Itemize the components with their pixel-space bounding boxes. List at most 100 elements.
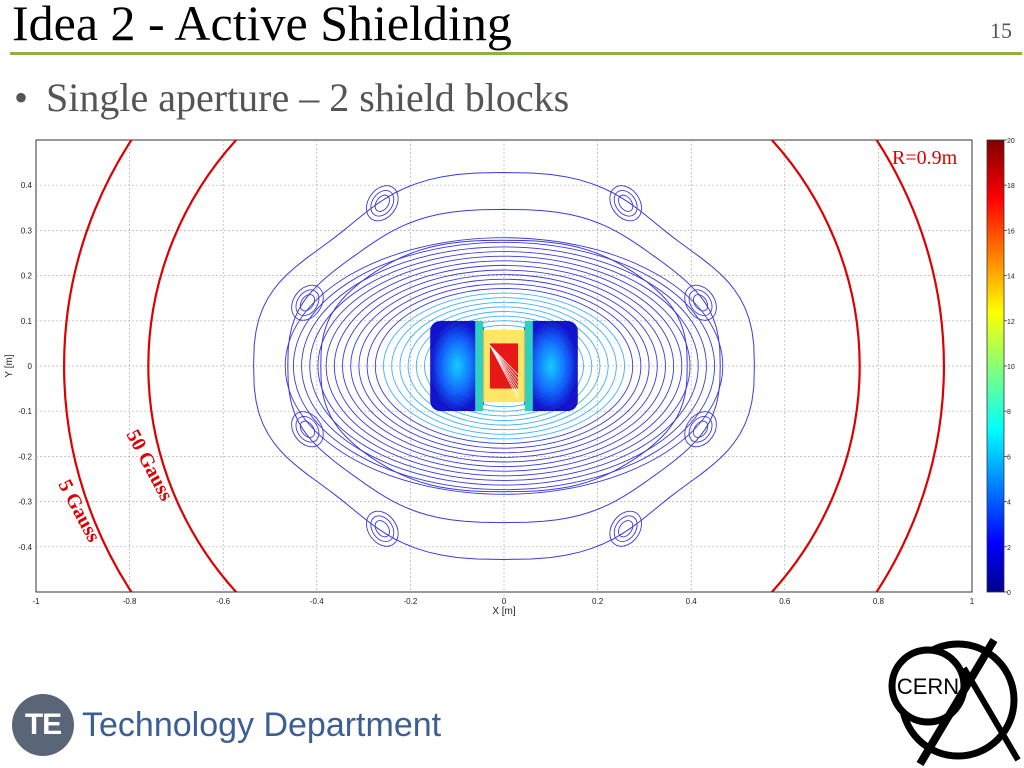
x-tick-label: 0.8 bbox=[873, 597, 885, 606]
contour-lobe bbox=[609, 185, 642, 222]
contour-lobe bbox=[295, 416, 320, 443]
contour-lobe bbox=[291, 411, 324, 448]
contour-line bbox=[333, 264, 675, 468]
aperture-field-line bbox=[489, 345, 519, 383]
y-tick-label: 0.1 bbox=[21, 317, 33, 326]
y-tick-label: -0.1 bbox=[18, 407, 32, 416]
colorbar-tick-label: 4 bbox=[1007, 500, 1011, 507]
aperture-field-line bbox=[489, 345, 519, 379]
contour-lobe bbox=[370, 515, 395, 542]
bullet-dot: • bbox=[14, 75, 29, 120]
x-tick-label: 0.4 bbox=[686, 597, 698, 606]
annotation-radius: R=0.9m bbox=[892, 147, 958, 169]
contour-lobe bbox=[370, 190, 395, 217]
aperture-core bbox=[430, 321, 578, 411]
contour-lobe bbox=[688, 289, 713, 316]
colorbar-tick-label: 8 bbox=[1007, 409, 1011, 416]
cern-logo: CERN bbox=[888, 637, 1021, 766]
x-axis-label: X [m] bbox=[492, 606, 516, 617]
y-tick-label: 0.3 bbox=[21, 226, 33, 235]
contour-line bbox=[383, 292, 625, 440]
contour-line bbox=[301, 246, 707, 486]
contour-lobe bbox=[684, 284, 717, 321]
cern-beam-line-2 bbox=[961, 666, 1021, 762]
colorbar bbox=[986, 139, 1005, 593]
aperture-field-line bbox=[489, 345, 519, 375]
contour-line bbox=[284, 237, 724, 495]
contour-lobe bbox=[374, 194, 390, 212]
slide-number: 15 bbox=[990, 18, 1012, 43]
contour-line bbox=[415, 311, 593, 421]
x-tick-label: 0 bbox=[502, 597, 507, 606]
contour-lobe bbox=[374, 520, 390, 538]
contour-lobe bbox=[692, 420, 709, 438]
contour-outer bbox=[253, 171, 755, 561]
colorbar-tick-label: 16 bbox=[1007, 228, 1015, 235]
contour-lobe bbox=[692, 294, 709, 312]
contour-line bbox=[366, 283, 642, 449]
contour-line bbox=[399, 301, 609, 431]
colorbar-tick-label: 2 bbox=[1007, 545, 1011, 552]
contour-lobe bbox=[366, 185, 399, 222]
contour-line bbox=[342, 269, 666, 463]
aperture-field-line bbox=[489, 345, 519, 399]
footer: TE Technology Department bbox=[12, 692, 441, 758]
contour-lobe bbox=[618, 520, 634, 538]
y-tick-label: -0.2 bbox=[18, 452, 32, 461]
colorbar-tick-label: 0 bbox=[1007, 590, 1011, 597]
te-logo: TE bbox=[12, 694, 74, 756]
contour-lobe bbox=[295, 289, 320, 316]
contour-lobe bbox=[366, 510, 399, 547]
department-name: Technology Department bbox=[82, 705, 442, 744]
contour-line bbox=[358, 278, 650, 454]
contour-lobe bbox=[609, 510, 642, 547]
contour-outer bbox=[320, 239, 688, 493]
contour-lobe bbox=[299, 420, 316, 438]
contour-lobe bbox=[618, 194, 634, 212]
contour-line bbox=[391, 297, 617, 435]
colorbar-tick-label: 14 bbox=[1007, 274, 1015, 281]
shield-block-edge bbox=[524, 321, 533, 411]
x-tick-label: 0.2 bbox=[592, 597, 604, 606]
contour-lobe bbox=[299, 294, 316, 312]
contour-line bbox=[325, 260, 683, 472]
x-tick-label: -0.4 bbox=[310, 597, 324, 606]
contour-line bbox=[423, 315, 585, 417]
colorbar-tick-label: 12 bbox=[1007, 319, 1015, 326]
shield-block bbox=[523, 321, 578, 411]
x-tick-label: 0.6 bbox=[779, 597, 791, 606]
y-tick-label: 0.4 bbox=[21, 181, 33, 190]
x-tick-label: -1 bbox=[32, 597, 40, 606]
contour-line bbox=[317, 255, 691, 477]
contour-lobe bbox=[613, 190, 638, 217]
x-tick-label: -0.6 bbox=[216, 597, 230, 606]
fringe-field-lines bbox=[63, 140, 945, 592]
contour-lobe bbox=[684, 411, 717, 448]
contour-line bbox=[374, 287, 634, 445]
y-tick-label: 0.2 bbox=[21, 272, 33, 281]
y-tick-label: 0 bbox=[28, 362, 33, 371]
x-tick-label: 1 bbox=[970, 597, 975, 606]
contour-line bbox=[309, 251, 699, 481]
x-tick-label: -0.2 bbox=[404, 597, 418, 606]
contour-lobe bbox=[613, 515, 638, 542]
y-axis-label: Y [m] bbox=[4, 354, 15, 377]
axis-ticks: -1 -0.8 -0.6 -0.4 -0.2 0 0.2 0.4 0.6 0.8 1 0.4 0.3 0.… bbox=[18, 181, 975, 606]
contour-line bbox=[350, 274, 658, 458]
bullet-point: • Single aperture – 2 shield blocks bbox=[14, 74, 569, 121]
aperture-field-line bbox=[489, 345, 519, 387]
contour-outer bbox=[287, 208, 721, 524]
contour-lobe bbox=[291, 284, 324, 321]
contour-line bbox=[292, 241, 716, 491]
title-underline bbox=[10, 52, 1022, 55]
colorbar-tick-label: 10 bbox=[1007, 364, 1015, 371]
contour-line bbox=[407, 306, 601, 426]
slide-title: Idea 2 - Active Shielding bbox=[12, 0, 512, 51]
field-line-50-gauss bbox=[147, 140, 861, 592]
colorbar-tick-label: 6 bbox=[1007, 454, 1011, 461]
y-tick-label: -0.4 bbox=[18, 543, 32, 552]
shield-block bbox=[430, 321, 485, 411]
colorbar-tick-label: 20 bbox=[1007, 138, 1015, 145]
colorbar-tick-label: 18 bbox=[1007, 183, 1015, 190]
